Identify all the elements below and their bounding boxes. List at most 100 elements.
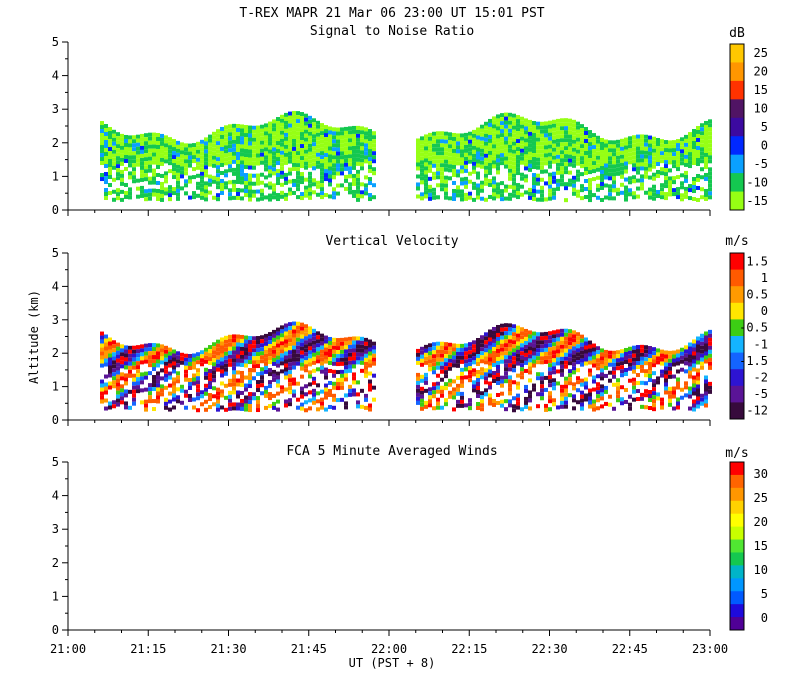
snr-cell <box>140 177 144 182</box>
snr-cell <box>452 148 456 153</box>
colorbar-label: -5 <box>754 157 768 171</box>
snr-cell <box>180 162 184 167</box>
snr-cell <box>332 143 336 148</box>
velocity-cell <box>176 371 180 376</box>
snr-cell <box>512 145 516 150</box>
velocity-cell <box>584 393 588 398</box>
snr-cell <box>276 141 280 146</box>
snr-cell <box>300 116 304 121</box>
velocity-cell <box>484 332 488 337</box>
velocity-cell <box>496 344 500 349</box>
snr-cell <box>300 112 304 117</box>
velocity-cell <box>512 364 516 369</box>
velocity-cell <box>128 389 132 394</box>
velocity-cell <box>216 399 220 404</box>
colorbar-segment <box>730 253 744 271</box>
snr-cell <box>128 163 132 168</box>
snr-cell <box>612 148 616 153</box>
velocity-cell <box>324 339 328 344</box>
snr-cell <box>680 149 684 154</box>
snr-cell <box>588 146 592 151</box>
snr-cell <box>440 159 444 164</box>
snr-cell <box>572 159 576 164</box>
snr-cell <box>452 140 456 145</box>
y-tick-label: 1 <box>52 589 59 603</box>
snr-cell <box>296 195 300 200</box>
snr-cell <box>672 152 676 157</box>
y-tick-label: 5 <box>52 35 59 49</box>
velocity-cell <box>288 358 292 363</box>
snr-cell <box>448 144 452 149</box>
velocity-cell <box>180 352 184 357</box>
snr-cell <box>164 151 168 156</box>
snr-cell <box>124 142 128 147</box>
velocity-cell <box>236 370 240 375</box>
velocity-cell <box>496 328 500 333</box>
velocity-cell <box>108 341 112 346</box>
velocity-cell <box>336 358 340 363</box>
snr-cell <box>508 160 512 165</box>
snr-cell <box>308 143 312 148</box>
snr-cell <box>216 181 220 186</box>
velocity-cell <box>684 385 688 390</box>
velocity-cell <box>136 373 140 378</box>
velocity-cell <box>660 353 664 358</box>
colorbar-label: 0 <box>761 138 768 152</box>
snr-cell <box>708 155 712 160</box>
snr-cell <box>572 179 576 184</box>
snr-cell <box>528 143 532 148</box>
snr-cell <box>600 173 604 178</box>
snr-cell <box>560 146 564 151</box>
velocity-cell <box>552 338 556 343</box>
snr-cell <box>272 119 276 124</box>
snr-cell <box>484 141 488 146</box>
snr-cell <box>588 138 592 143</box>
velocity-cell <box>152 399 156 404</box>
snr-cell <box>684 194 688 199</box>
velocity-cell <box>708 365 712 370</box>
velocity-cell <box>336 386 340 391</box>
snr-cell <box>432 131 436 136</box>
snr-cell <box>136 162 140 167</box>
snr-cell <box>704 152 708 157</box>
snr-cell <box>556 178 560 183</box>
velocity-cell <box>288 378 292 383</box>
snr-cell <box>432 191 436 196</box>
velocity-cell <box>476 385 480 390</box>
snr-cell <box>308 151 312 156</box>
velocity-cell <box>232 402 236 407</box>
velocity-cell <box>220 357 224 362</box>
velocity-cell <box>124 401 128 406</box>
velocity-cell <box>652 363 656 368</box>
snr-cell <box>680 161 684 166</box>
velocity-cell <box>348 348 352 353</box>
velocity-cell <box>244 351 248 356</box>
velocity-cell <box>256 348 260 353</box>
snr-cell <box>204 145 208 150</box>
velocity-cell <box>648 398 652 403</box>
velocity-cell <box>204 359 208 364</box>
velocity-cell <box>208 397 212 402</box>
velocity-cell <box>276 407 280 412</box>
velocity-cell <box>304 348 308 353</box>
snr-cell <box>324 173 328 178</box>
velocity-cell <box>464 343 468 348</box>
velocity-cell <box>552 366 556 371</box>
velocity-cell <box>260 343 264 348</box>
snr-cell <box>500 145 504 150</box>
velocity-cell <box>364 349 368 354</box>
velocity-cell <box>516 345 520 350</box>
velocity-cell <box>528 406 532 411</box>
velocity-cell <box>688 386 692 391</box>
snr-cell <box>520 120 524 125</box>
snr-cell <box>364 131 368 136</box>
colorbar-frame <box>729 461 745 631</box>
snr-cell <box>300 176 304 181</box>
snr-cell <box>672 140 676 145</box>
velocity-cell <box>324 335 328 340</box>
snr-cell <box>488 126 492 131</box>
velocity-cell <box>316 355 320 360</box>
snr-cell <box>216 149 220 154</box>
snr-cell <box>104 196 108 201</box>
